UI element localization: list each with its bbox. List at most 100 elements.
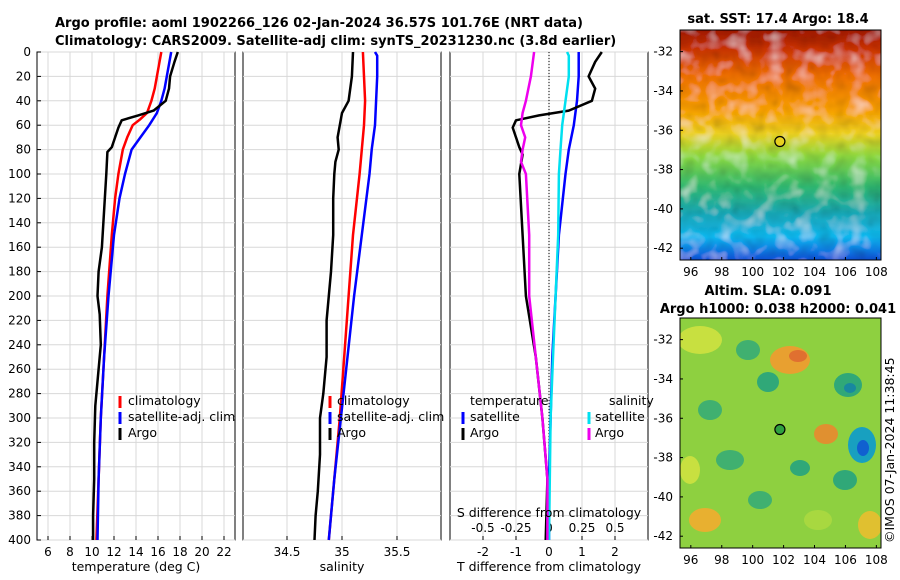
series-line-salinity-satellite bbox=[547, 51, 571, 541]
sst-map-tick-labels: 96 98 100 102 104 106 108 -32 -34 -36 -38 -40 -42 bbox=[653, 45, 887, 279]
series-line-salinity-argo bbox=[519, 51, 549, 540]
sla-map-tick-labels: 96 98 100 102 104 106 108 -32 -34 -36 -38 -40 -42 bbox=[653, 333, 887, 567]
map-y-tick-label: -38 bbox=[653, 451, 673, 465]
x-tick-label: 18 bbox=[172, 545, 187, 559]
map-x-tick-label: 96 bbox=[683, 553, 698, 567]
depth-tick-label: 260 bbox=[8, 362, 31, 376]
difference-legend: temperature satellite Argo salinity sate… bbox=[461, 393, 654, 440]
sla-map-frame bbox=[679, 317, 882, 549]
map-x-tick-label: 102 bbox=[772, 553, 795, 567]
legend-label-satellite-adj: satellite-adj. clim bbox=[337, 409, 444, 424]
sla-argo-marker bbox=[774, 423, 786, 436]
legend-label-s-argo: Argo bbox=[595, 425, 624, 440]
sst-argo-marker bbox=[774, 135, 786, 148]
temperature-series bbox=[91, 51, 179, 541]
s-diff-tick-label: 0.25 bbox=[569, 521, 596, 535]
map-x-tick-label: 106 bbox=[834, 265, 857, 279]
depth-tick-label: 60 bbox=[16, 118, 31, 132]
depth-tick-label: 220 bbox=[8, 313, 31, 327]
x-tick-label: 2 bbox=[611, 545, 619, 559]
series-line-argo bbox=[313, 51, 355, 541]
depth-tick-label: 140 bbox=[8, 216, 31, 230]
legend-title-salinity: salinity bbox=[609, 393, 654, 408]
legend-label-t-argo: Argo bbox=[470, 425, 499, 440]
map-x-tick-label: 102 bbox=[772, 265, 795, 279]
map-x-tick-label: 108 bbox=[865, 265, 888, 279]
map-y-tick-label: -34 bbox=[653, 372, 673, 386]
legend-title-temperature: temperature bbox=[470, 393, 549, 408]
legend-label-satellite-adj: satellite-adj. clim bbox=[128, 409, 235, 424]
map-y-tick-label: -42 bbox=[653, 241, 673, 255]
t-difference-tick-labels: -2 -1 0 1 2 bbox=[477, 536, 619, 559]
depth-tick-label: 320 bbox=[8, 435, 31, 449]
map-y-tick-label: -36 bbox=[653, 123, 673, 137]
sst-map-frame bbox=[679, 29, 882, 261]
legend-label-climatology: climatology bbox=[128, 393, 201, 408]
x-tick-label: -1 bbox=[510, 545, 522, 559]
depth-tick-label: 360 bbox=[8, 484, 31, 498]
depth-tick-label: 300 bbox=[8, 411, 31, 425]
t-difference-axis-label: T difference from climatology bbox=[456, 559, 642, 574]
depth-tick-label: 120 bbox=[8, 191, 31, 205]
sla-map-image bbox=[680, 318, 881, 548]
depth-tick-label: 400 bbox=[8, 533, 31, 547]
legend-label-t-satellite: satellite bbox=[470, 409, 520, 424]
map-x-tick-label: 100 bbox=[741, 553, 764, 567]
map-y-tick-label: -34 bbox=[653, 84, 673, 98]
legend-label-climatology: climatology bbox=[337, 393, 410, 408]
salinity-series bbox=[313, 51, 379, 541]
map-y-tick-label: -36 bbox=[653, 411, 673, 425]
x-tick-label: 16 bbox=[150, 545, 165, 559]
map-x-tick-label: 106 bbox=[834, 553, 857, 567]
depth-tick-label: 280 bbox=[8, 387, 31, 401]
legend-label-argo: Argo bbox=[128, 425, 157, 440]
map-x-tick-label: 96 bbox=[683, 265, 698, 279]
map-x-tick-label: 108 bbox=[865, 553, 888, 567]
map-x-tick-label: 104 bbox=[803, 553, 826, 567]
x-tick-label: 10 bbox=[84, 545, 99, 559]
x-tick-label: 12 bbox=[106, 545, 121, 559]
sla-map-title-line2: Argo h1000: 0.038 h2000: 0.041 bbox=[660, 302, 896, 317]
s-difference-tick-labels: -0.5 -0.25 0 0.25 0.5 bbox=[471, 521, 624, 535]
map-y-tick-label: -42 bbox=[653, 529, 673, 543]
legend-label-s-satellite: satellite bbox=[595, 409, 645, 424]
salinity-axis-label: salinity bbox=[320, 559, 365, 574]
figure-title-line1: Argo profile: aoml 1902266_126 02-Jan-20… bbox=[55, 16, 583, 31]
series-line-satellite-adj-clim bbox=[327, 51, 379, 541]
s-diff-tick-label: -0.5 bbox=[471, 521, 494, 535]
map-y-tick-label: -32 bbox=[653, 333, 673, 347]
sst-map-title: sat. SST: 17.4 Argo: 18.4 bbox=[687, 12, 868, 27]
x-tick-label: 8 bbox=[66, 545, 74, 559]
depth-tick-labels: 0 20 40 60 80 100 120 140 160 180 200 220 240 260 280 3… bbox=[8, 45, 41, 547]
x-tick-label: 34.5 bbox=[274, 545, 301, 559]
x-tick-label: -2 bbox=[477, 545, 489, 559]
x-tick-label: 35 bbox=[334, 545, 349, 559]
difference-series bbox=[511, 51, 603, 541]
map-x-tick-label: 104 bbox=[803, 265, 826, 279]
depth-tick-label: 160 bbox=[8, 240, 31, 254]
s-difference-axis-label: S difference from climatology bbox=[457, 505, 642, 520]
legend-label-argo: Argo bbox=[337, 425, 366, 440]
sla-map-title-line1: Altim. SLA: 0.091 bbox=[705, 284, 832, 299]
x-tick-label: 1 bbox=[578, 545, 586, 559]
x-tick-label: 22 bbox=[216, 545, 231, 559]
depth-tick-label: 100 bbox=[8, 167, 31, 181]
depth-tick-label: 20 bbox=[16, 69, 31, 83]
depth-tick-label: 200 bbox=[8, 289, 31, 303]
temperature-axis-label: temperature (deg C) bbox=[72, 559, 201, 574]
map-x-tick-label: 98 bbox=[714, 553, 729, 567]
depth-tick-label: 0 bbox=[23, 45, 31, 59]
depth-tick-label: 380 bbox=[8, 509, 31, 523]
s-diff-tick-label: -0.25 bbox=[500, 521, 531, 535]
temperature-tick-labels: 6 8 10 12 14 16 18 20 22 bbox=[44, 536, 232, 559]
s-diff-tick-label: 0.5 bbox=[605, 521, 624, 535]
salinity-tick-labels: 34.5 35 35.5 bbox=[274, 536, 410, 559]
map-y-tick-label: -38 bbox=[653, 163, 673, 177]
depth-tick-label: 40 bbox=[16, 94, 31, 108]
temperature-legend: climatology satellite-adj. clim Argo bbox=[118, 393, 235, 440]
map-y-tick-label: -32 bbox=[653, 45, 673, 59]
map-x-tick-label: 100 bbox=[741, 265, 764, 279]
depth-tick-label: 340 bbox=[8, 460, 31, 474]
map-x-tick-label: 98 bbox=[714, 265, 729, 279]
